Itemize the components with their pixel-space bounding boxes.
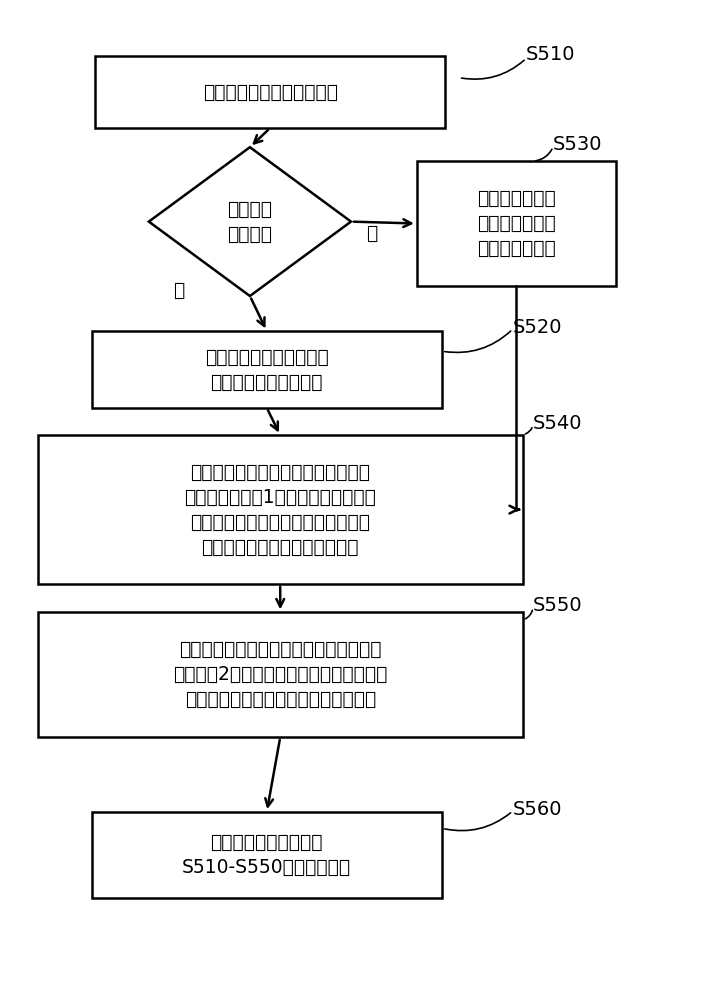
FancyBboxPatch shape xyxy=(95,56,445,128)
Text: S520: S520 xyxy=(512,318,562,337)
Text: 根据异层调整系数、同层调整系数构
建规则及公式（1），确定异层调整系
数、同层调整系数、误差值的值，并
与即时同步时间一同存入记录器: 根据异层调整系数、同层调整系数构 建规则及公式（1），确定异层调整系 数、同层调… xyxy=(185,463,376,557)
FancyBboxPatch shape xyxy=(38,612,523,737)
FancyBboxPatch shape xyxy=(38,435,523,584)
FancyBboxPatch shape xyxy=(417,161,616,286)
Text: S510: S510 xyxy=(526,45,576,64)
Text: 根据中心信标时隙确定第
一节点的即时同步时间: 根据中心信标时隙确定第 一节点的即时同步时间 xyxy=(205,347,329,391)
FancyBboxPatch shape xyxy=(91,331,442,408)
Text: S550: S550 xyxy=(533,596,583,615)
FancyBboxPatch shape xyxy=(91,812,442,898)
Polygon shape xyxy=(149,147,351,296)
Text: 其余节点依次按照步骤
S510-S550完成时间同步: 其余节点依次按照步骤 S510-S550完成时间同步 xyxy=(183,833,351,877)
Text: 将层调整系数、同层调整系数、误差值带
入公式（2），计算误差调整值，并根据误
差调整值调整第一节点的即时同步时间: 将层调整系数、同层调整系数、误差值带 入公式（2），计算误差调整值，并根据误 差… xyxy=(173,640,388,709)
Text: 是: 是 xyxy=(173,281,185,300)
Text: 根据转发信标时
隙确定第一节点
的即时同步时间: 根据转发信标时 隙确定第一节点 的即时同步时间 xyxy=(477,189,555,258)
Text: S530: S530 xyxy=(553,135,603,154)
Text: 第一节点等待接受所述信标: 第一节点等待接受所述信标 xyxy=(203,83,338,102)
Text: 否: 否 xyxy=(366,224,377,243)
Text: S560: S560 xyxy=(512,800,562,819)
Text: S540: S540 xyxy=(533,414,583,433)
Text: 信标是否
中心信标: 信标是否 中心信标 xyxy=(227,200,272,244)
